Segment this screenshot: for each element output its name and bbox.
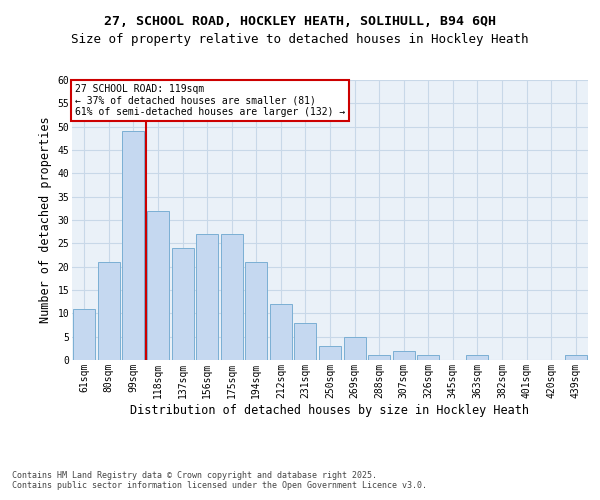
- Bar: [245, 262, 268, 360]
- Bar: [221, 234, 243, 360]
- Text: 27, SCHOOL ROAD, HOCKLEY HEATH, SOLIHULL, B94 6QH: 27, SCHOOL ROAD, HOCKLEY HEATH, SOLIHULL…: [104, 15, 496, 28]
- Bar: [295, 322, 316, 360]
- Bar: [417, 356, 439, 360]
- Bar: [565, 356, 587, 360]
- Bar: [122, 132, 145, 360]
- Bar: [344, 336, 365, 360]
- Bar: [392, 350, 415, 360]
- X-axis label: Distribution of detached houses by size in Hockley Heath: Distribution of detached houses by size …: [131, 404, 530, 416]
- Bar: [270, 304, 292, 360]
- Bar: [73, 308, 95, 360]
- Y-axis label: Number of detached properties: Number of detached properties: [39, 116, 52, 324]
- Text: 27 SCHOOL ROAD: 119sqm
← 37% of detached houses are smaller (81)
61% of semi-det: 27 SCHOOL ROAD: 119sqm ← 37% of detached…: [74, 84, 345, 117]
- Bar: [98, 262, 120, 360]
- Bar: [196, 234, 218, 360]
- Bar: [466, 356, 488, 360]
- Bar: [319, 346, 341, 360]
- Bar: [368, 356, 390, 360]
- Bar: [172, 248, 194, 360]
- Text: Contains HM Land Registry data © Crown copyright and database right 2025.
Contai: Contains HM Land Registry data © Crown c…: [12, 470, 427, 490]
- Bar: [147, 210, 169, 360]
- Text: Size of property relative to detached houses in Hockley Heath: Size of property relative to detached ho…: [71, 32, 529, 46]
